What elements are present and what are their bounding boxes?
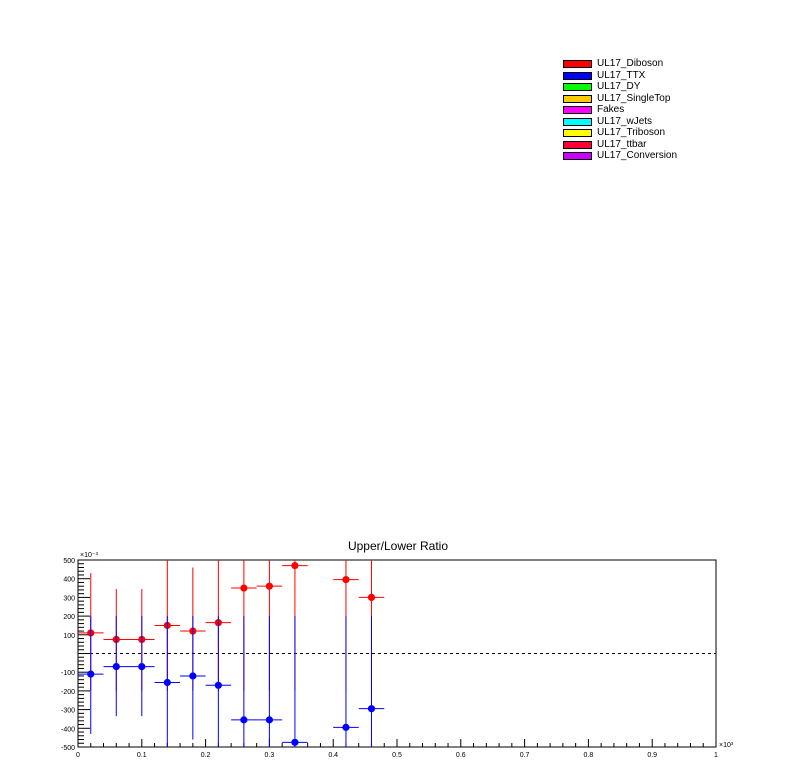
legend-label: UL17_Diboson xyxy=(597,58,664,69)
y-tick-label: 500 xyxy=(63,558,75,565)
y-tick-label: -100 xyxy=(61,670,75,677)
legend-swatch xyxy=(563,60,592,68)
legend-swatch xyxy=(563,83,592,91)
legend-swatch xyxy=(563,71,592,80)
x-tick-label: 0.4 xyxy=(328,752,338,759)
x-tick-label: 1 xyxy=(714,752,718,759)
legend-entry: UL17_Conversion xyxy=(562,150,682,163)
legend-swatch xyxy=(563,152,592,160)
y-tick-label: 100 xyxy=(63,633,75,640)
legend-entry: UL17_SingleTop xyxy=(562,92,682,106)
data-point xyxy=(367,705,376,713)
y-tick-label: 300 xyxy=(63,595,75,602)
series-1 xyxy=(78,616,385,747)
data-point xyxy=(138,662,146,671)
legend-entry: UL17_wJets xyxy=(562,115,682,129)
data-marks xyxy=(78,560,385,747)
data-point xyxy=(240,584,248,592)
legend: UL17_Diboson UL17_TTX UL17_DY UL17_SingleTo… xyxy=(562,58,682,163)
data-point xyxy=(291,562,299,570)
legend-swatch xyxy=(563,117,592,126)
legend-label: UL17_Conversion xyxy=(597,150,678,161)
legend-label: UL17_SingleTop xyxy=(597,92,671,104)
legend-entry: UL17_TTX xyxy=(562,69,682,83)
legend-entry: UL17_Triboson xyxy=(562,127,682,140)
x-tick-label: 0.2 xyxy=(201,752,211,759)
legend-label: UL17_Triboson xyxy=(597,127,666,138)
y-tick-label: -400 xyxy=(61,726,75,733)
x-tick-label: 0 xyxy=(76,752,80,759)
x-tick-label: 0.7 xyxy=(520,752,530,759)
legend-entry: UL17_DY xyxy=(562,81,682,94)
data-point xyxy=(367,593,376,602)
legend-label: UL17_ttbar xyxy=(597,138,647,150)
legend-swatch xyxy=(563,140,592,149)
y-tick-label: -200 xyxy=(61,689,75,696)
data-point xyxy=(265,582,273,590)
y-tick-label: -300 xyxy=(61,708,75,715)
legend-entry: UL17_ttbar xyxy=(562,138,682,152)
data-point xyxy=(342,576,350,584)
data-point xyxy=(189,672,197,680)
data-point xyxy=(291,738,299,746)
legend-swatch xyxy=(563,94,592,103)
x-tick-label: 0.8 xyxy=(584,752,594,759)
data-point xyxy=(87,670,95,678)
data-point xyxy=(265,716,273,724)
chart-title: Upper/Lower Ratio xyxy=(348,539,448,553)
legend-label: Fakes xyxy=(597,104,625,115)
y-tick-label: 400 xyxy=(63,577,75,584)
x-tick-label: 0.6 xyxy=(456,752,466,759)
data-point xyxy=(240,716,248,724)
legend-entry: Fakes xyxy=(562,104,682,117)
y-axis-multiplier: ×10⁻³ xyxy=(80,552,99,559)
axes: 0 0.1 0.2 0.3 0.4 0.5 0.6 0.7 0.8 0.9 1 500 400 300 20… xyxy=(61,558,718,759)
x-tick-label: 0.1 xyxy=(137,752,147,759)
series-0 xyxy=(78,560,385,691)
legend-entry: UL17_Diboson xyxy=(562,58,682,71)
data-point xyxy=(163,678,171,687)
legend-label: UL17_wJets xyxy=(597,115,653,127)
legend-swatch xyxy=(563,129,592,137)
y-tick-label: 200 xyxy=(63,614,75,621)
legend-label: UL17_TTX xyxy=(597,69,646,81)
data-point xyxy=(342,723,350,731)
data-point xyxy=(112,662,120,671)
x-tick-label: 0.9 xyxy=(647,752,657,759)
x-tick-label: 0.3 xyxy=(265,752,275,759)
x-axis-multiplier: ×10³ xyxy=(719,742,734,749)
y-tick-label: -500 xyxy=(61,745,75,752)
x-tick-label: 0.5 xyxy=(392,752,402,759)
legend-label: UL17_DY xyxy=(597,81,641,92)
data-point xyxy=(214,681,222,689)
legend-swatch xyxy=(563,106,592,114)
